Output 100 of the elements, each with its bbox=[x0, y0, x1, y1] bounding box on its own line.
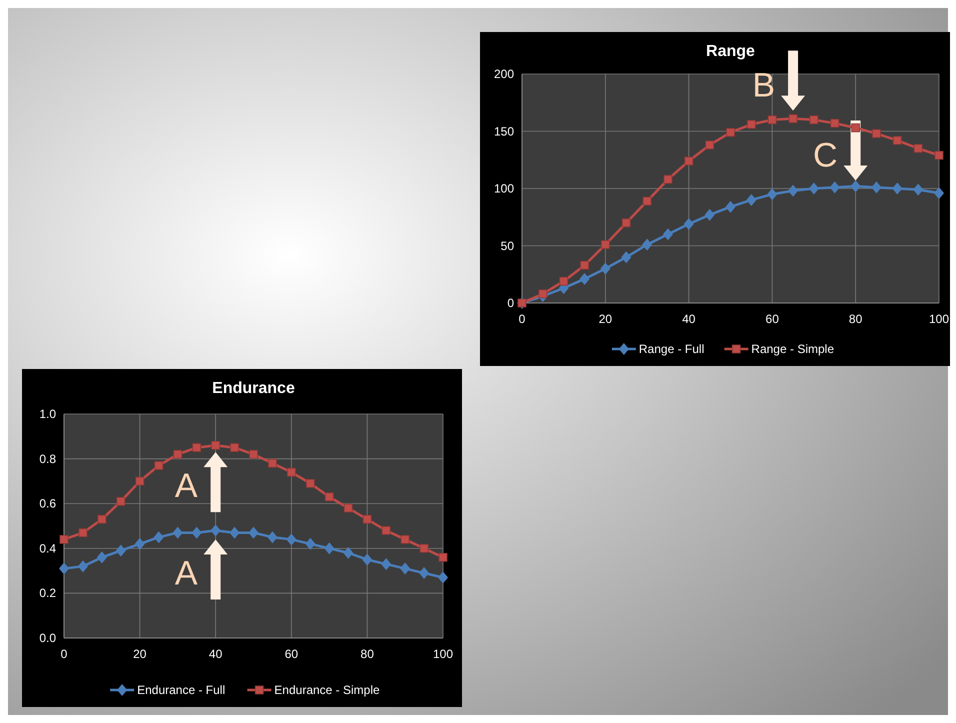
x-tick-label: 100 bbox=[928, 312, 950, 326]
point bbox=[705, 140, 714, 150]
point bbox=[830, 118, 840, 128]
point bbox=[306, 479, 315, 488]
point bbox=[788, 114, 798, 124]
point bbox=[135, 476, 144, 486]
legend-label: Range - Simple bbox=[751, 342, 834, 356]
point bbox=[154, 531, 164, 544]
point bbox=[767, 188, 778, 200]
point bbox=[872, 129, 881, 138]
y-tick-label: 0 bbox=[507, 296, 514, 310]
point bbox=[559, 276, 568, 286]
point bbox=[60, 535, 68, 544]
point bbox=[116, 544, 126, 557]
y-tick-label: 0.4 bbox=[39, 541, 56, 556]
point bbox=[192, 443, 202, 452]
y-tick-label: 200 bbox=[494, 67, 514, 81]
x-tick-label: 60 bbox=[766, 312, 780, 326]
point bbox=[438, 572, 448, 584]
y-tick-label: 1.0 bbox=[39, 407, 56, 421]
point bbox=[622, 218, 631, 228]
chart-title: Endurance bbox=[212, 380, 295, 397]
point bbox=[726, 128, 735, 137]
point bbox=[914, 144, 923, 153]
point bbox=[230, 526, 240, 539]
point bbox=[580, 272, 590, 285]
chart-title: Range bbox=[706, 43, 756, 60]
point bbox=[662, 228, 673, 240]
point bbox=[704, 208, 715, 221]
point bbox=[382, 526, 391, 535]
x-tick-label: 0 bbox=[518, 312, 526, 326]
point bbox=[211, 440, 220, 450]
point bbox=[892, 136, 902, 145]
point bbox=[172, 526, 183, 539]
point bbox=[788, 184, 798, 197]
x-tick-label: 80 bbox=[848, 312, 863, 326]
point bbox=[830, 181, 840, 194]
annotation: A bbox=[174, 554, 198, 592]
point bbox=[362, 514, 372, 524]
point bbox=[154, 461, 164, 470]
point bbox=[59, 562, 69, 575]
point bbox=[400, 535, 410, 544]
x-tick-label: 0 bbox=[60, 647, 68, 661]
point bbox=[664, 174, 672, 184]
point bbox=[249, 450, 258, 459]
point bbox=[871, 181, 882, 194]
legend-label: Range - Full bbox=[638, 342, 704, 356]
point bbox=[684, 218, 694, 230]
point bbox=[344, 504, 353, 512]
y-tick-label: 50 bbox=[500, 238, 514, 253]
y-tick-label: 100 bbox=[494, 182, 514, 196]
point bbox=[230, 443, 239, 452]
point bbox=[134, 538, 145, 550]
point bbox=[892, 182, 902, 194]
point bbox=[173, 450, 182, 459]
point bbox=[642, 196, 652, 206]
point bbox=[248, 526, 258, 539]
annotation: A bbox=[174, 467, 198, 506]
point bbox=[746, 120, 756, 129]
point bbox=[116, 496, 126, 506]
point bbox=[538, 289, 548, 298]
y-tick-label: 150 bbox=[494, 124, 514, 138]
y-tick-label: 0.0 bbox=[39, 631, 56, 645]
x-tick-label: 40 bbox=[208, 647, 223, 661]
point bbox=[267, 531, 278, 544]
point bbox=[420, 544, 428, 553]
point bbox=[438, 552, 448, 562]
point bbox=[580, 260, 589, 270]
point bbox=[286, 533, 296, 546]
annotation: C bbox=[813, 136, 838, 174]
point bbox=[600, 262, 610, 275]
y-tick-label: 0.8 bbox=[39, 452, 56, 466]
point bbox=[192, 526, 202, 539]
point bbox=[78, 560, 88, 572]
point bbox=[419, 567, 430, 580]
point bbox=[98, 514, 106, 524]
annotation: B bbox=[752, 66, 776, 105]
point bbox=[268, 458, 277, 468]
point bbox=[850, 180, 861, 192]
x-tick-label: 100 bbox=[432, 647, 454, 661]
point bbox=[934, 187, 944, 200]
legend-label: Endurance - Full bbox=[137, 683, 226, 697]
point bbox=[324, 492, 334, 502]
x-tick-label: 60 bbox=[284, 647, 298, 661]
legend-label: Endurance - Simple bbox=[274, 683, 380, 697]
point bbox=[851, 123, 860, 132]
point bbox=[287, 468, 296, 477]
point bbox=[362, 554, 372, 566]
point bbox=[601, 240, 610, 250]
point bbox=[96, 551, 107, 564]
point bbox=[400, 562, 410, 575]
x-tick-label: 20 bbox=[133, 647, 147, 661]
point bbox=[343, 546, 354, 559]
point bbox=[808, 182, 819, 194]
point bbox=[913, 184, 924, 196]
point bbox=[381, 558, 392, 570]
point bbox=[934, 150, 944, 160]
y-tick-label: 0.6 bbox=[39, 496, 56, 511]
point bbox=[768, 115, 777, 124]
point bbox=[324, 542, 334, 554]
